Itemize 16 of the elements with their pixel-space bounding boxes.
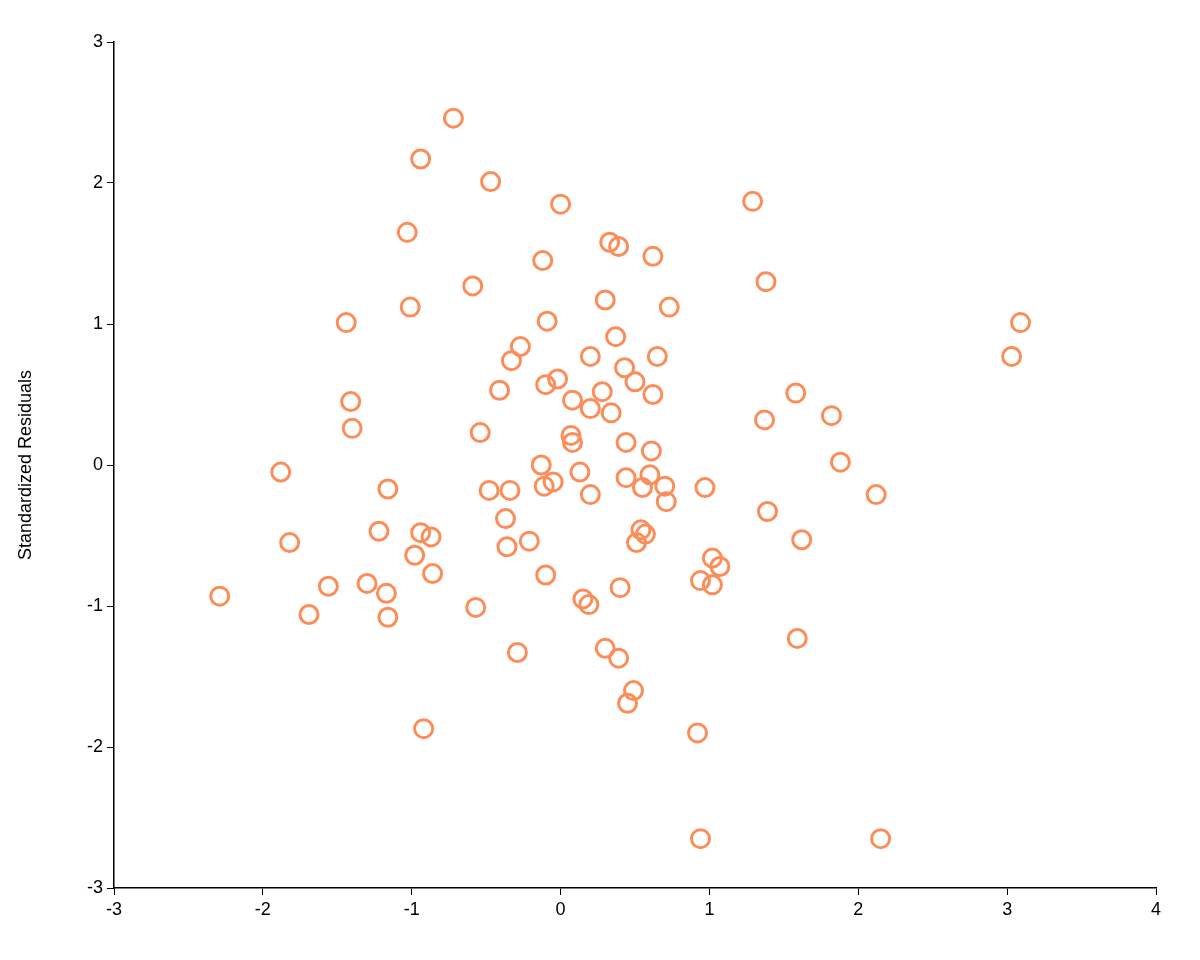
y-tick-label: 0 (92, 453, 103, 474)
y-tick-label: -3 (86, 876, 103, 897)
x-tick-label: 3 (1002, 898, 1013, 919)
y-tick-label: 2 (92, 171, 103, 192)
x-tick-label: -3 (105, 898, 123, 919)
y-tick-label: -1 (86, 594, 103, 615)
y-tick-label: 1 (92, 312, 103, 333)
x-tick-label: 1 (704, 898, 715, 919)
y-axis-title: Standardized Residuals (14, 369, 35, 561)
x-tick-label: 2 (853, 898, 864, 919)
x-tick-label: 0 (555, 898, 566, 919)
x-tick-label: -1 (403, 898, 420, 919)
x-tick-label: -2 (254, 898, 271, 919)
x-tick-label: 4 (1150, 898, 1162, 919)
y-tick-label: -2 (86, 735, 103, 756)
y-tick-label: 3 (92, 30, 103, 51)
